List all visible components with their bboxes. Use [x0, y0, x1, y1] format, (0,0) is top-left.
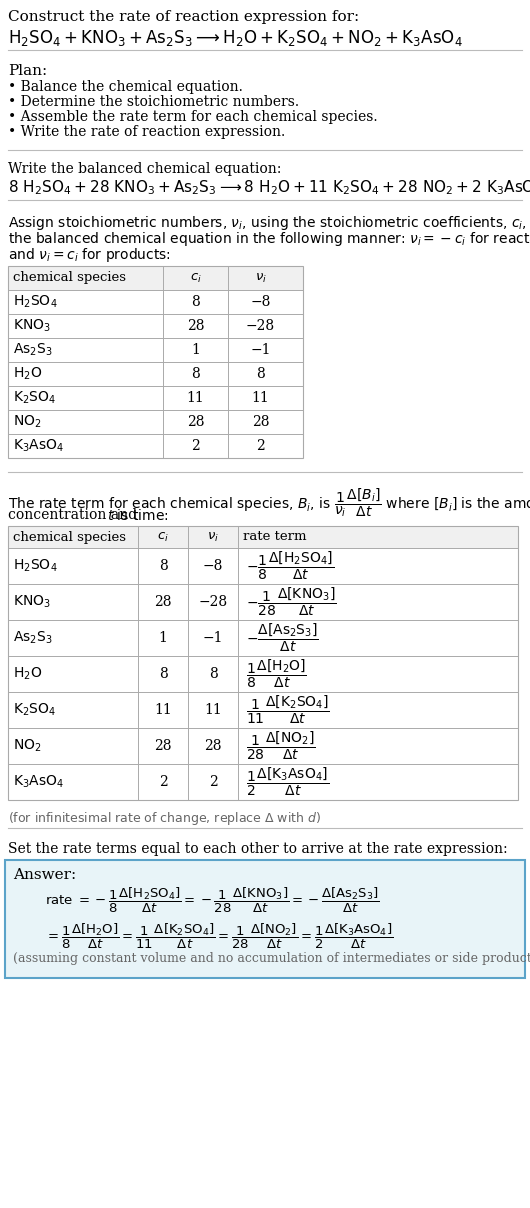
Text: • Write the rate of reaction expression.: • Write the rate of reaction expression. — [8, 124, 285, 139]
Text: −1: −1 — [203, 631, 223, 645]
Text: $c_i$: $c_i$ — [157, 530, 169, 544]
FancyBboxPatch shape — [8, 525, 518, 548]
FancyBboxPatch shape — [8, 692, 518, 728]
Text: Plan:: Plan: — [8, 64, 47, 79]
Text: $\mathregular{K_3AsO_4}$: $\mathregular{K_3AsO_4}$ — [13, 437, 64, 454]
FancyBboxPatch shape — [5, 860, 525, 978]
Text: $\mathregular{K_3AsO_4}$: $\mathregular{K_3AsO_4}$ — [13, 774, 64, 790]
Text: Write the balanced chemical equation:: Write the balanced chemical equation: — [8, 162, 281, 176]
FancyBboxPatch shape — [8, 548, 518, 583]
Text: 1: 1 — [158, 631, 167, 645]
Text: 8: 8 — [191, 295, 200, 309]
FancyBboxPatch shape — [8, 583, 518, 620]
Text: 2: 2 — [191, 439, 200, 453]
Text: 28: 28 — [154, 596, 172, 609]
Text: 8: 8 — [191, 367, 200, 381]
FancyBboxPatch shape — [8, 763, 518, 800]
Text: Answer:: Answer: — [13, 869, 76, 882]
Text: −28: −28 — [198, 596, 227, 609]
Text: The rate term for each chemical species, $B_i$, is $\dfrac{1}{\nu_i}\dfrac{\Delt: The rate term for each chemical species,… — [8, 486, 530, 518]
Text: 28: 28 — [187, 416, 204, 429]
Text: −28: −28 — [246, 319, 275, 333]
Text: chemical species: chemical species — [13, 272, 126, 285]
Text: 2: 2 — [256, 439, 265, 453]
FancyBboxPatch shape — [8, 362, 303, 387]
Text: 28: 28 — [204, 739, 222, 753]
Text: $\mathregular{NO_2}$: $\mathregular{NO_2}$ — [13, 738, 42, 754]
Text: 8: 8 — [209, 667, 217, 681]
Text: rate term: rate term — [243, 530, 306, 544]
Text: rate $= -\dfrac{1}{8}\dfrac{\Delta[\mathrm{H_2SO_4}]}{\Delta t}= -\dfrac{1}{28}\: rate $= -\dfrac{1}{8}\dfrac{\Delta[\math… — [45, 885, 380, 916]
Text: $\nu_i$: $\nu_i$ — [207, 530, 219, 544]
FancyBboxPatch shape — [8, 387, 303, 410]
Text: 11: 11 — [252, 391, 269, 405]
Text: $\mathregular{H_2SO_4 + KNO_3 + As_2S_3 \longrightarrow H_2O + K_2SO_4 + NO_2 + : $\mathregular{H_2SO_4 + KNO_3 + As_2S_3 … — [8, 28, 463, 48]
Text: 11: 11 — [204, 703, 222, 718]
Text: Set the rate terms equal to each other to arrive at the rate expression:: Set the rate terms equal to each other t… — [8, 842, 508, 856]
Text: $\mathregular{H_2O}$: $\mathregular{H_2O}$ — [13, 666, 42, 683]
Text: Assign stoichiometric numbers, $\nu_i$, using the stoichiometric coefficients, $: Assign stoichiometric numbers, $\nu_i$, … — [8, 214, 530, 232]
Text: $\dfrac{1}{8}\dfrac{\Delta[\mathrm{H_2O}]}{\Delta t}$: $\dfrac{1}{8}\dfrac{\Delta[\mathrm{H_2O}… — [246, 658, 307, 690]
Text: $-\dfrac{1}{28}\dfrac{\Delta[\mathrm{KNO_3}]}{\Delta t}$: $-\dfrac{1}{28}\dfrac{\Delta[\mathrm{KNO… — [246, 586, 337, 618]
Text: • Balance the chemical equation.: • Balance the chemical equation. — [8, 80, 243, 94]
Text: $\nu_i$: $\nu_i$ — [254, 272, 267, 285]
Text: 1: 1 — [191, 343, 200, 358]
Text: • Assemble the rate term for each chemical species.: • Assemble the rate term for each chemic… — [8, 110, 377, 124]
Text: (for infinitesimal rate of change, replace $\Delta$ with $d$): (for infinitesimal rate of change, repla… — [8, 811, 321, 827]
Text: −8: −8 — [203, 559, 223, 573]
Text: $\mathregular{NO_2}$: $\mathregular{NO_2}$ — [13, 414, 42, 430]
Text: 8: 8 — [158, 667, 167, 681]
Text: $-\dfrac{\Delta[\mathrm{As_2S_3}]}{\Delta t}$: $-\dfrac{\Delta[\mathrm{As_2S_3}]}{\Delt… — [246, 622, 319, 655]
Text: concentration and: concentration and — [8, 509, 142, 522]
Text: $t$ is time:: $t$ is time: — [107, 509, 169, 523]
Text: 28: 28 — [252, 416, 269, 429]
FancyBboxPatch shape — [8, 338, 303, 362]
FancyBboxPatch shape — [8, 266, 303, 290]
Text: 2: 2 — [209, 776, 217, 789]
Text: $\mathregular{As_2S_3}$: $\mathregular{As_2S_3}$ — [13, 342, 53, 359]
Text: $\mathregular{H_2SO_4}$: $\mathregular{H_2SO_4}$ — [13, 558, 58, 574]
FancyBboxPatch shape — [8, 620, 518, 656]
Text: and $\nu_i = c_i$ for products:: and $\nu_i = c_i$ for products: — [8, 246, 171, 265]
Text: (assuming constant volume and no accumulation of intermediates or side products): (assuming constant volume and no accumul… — [13, 952, 530, 965]
Text: $\mathregular{8\ H_2SO_4 + 28\ KNO_3 + As_2S_3 \longrightarrow 8\ H_2O + 11\ K_2: $\mathregular{8\ H_2SO_4 + 28\ KNO_3 + A… — [8, 178, 530, 197]
Text: $\dfrac{1}{2}\dfrac{\Delta[\mathrm{K_3AsO_4}]}{\Delta t}$: $\dfrac{1}{2}\dfrac{\Delta[\mathrm{K_3As… — [246, 766, 329, 798]
Text: the balanced chemical equation in the following manner: $\nu_i = -c_i$ for react: the balanced chemical equation in the fo… — [8, 230, 530, 248]
Text: $\dfrac{1}{28}\dfrac{\Delta[\mathrm{NO_2}]}{\Delta t}$: $\dfrac{1}{28}\dfrac{\Delta[\mathrm{NO_2… — [246, 730, 316, 762]
Text: chemical species: chemical species — [13, 530, 126, 544]
Text: $-\dfrac{1}{8}\dfrac{\Delta[\mathrm{H_2SO_4}]}{\Delta t}$: $-\dfrac{1}{8}\dfrac{\Delta[\mathrm{H_2S… — [246, 550, 334, 582]
Text: $\mathregular{KNO_3}$: $\mathregular{KNO_3}$ — [13, 318, 51, 335]
FancyBboxPatch shape — [8, 290, 303, 314]
Text: 8: 8 — [158, 559, 167, 573]
Text: 8: 8 — [256, 367, 265, 381]
Text: $\mathregular{H_2O}$: $\mathregular{H_2O}$ — [13, 366, 42, 382]
Text: $= \dfrac{1}{8}\dfrac{\Delta[\mathrm{H_2O}]}{\Delta t}= \dfrac{1}{11}\dfrac{\Del: $= \dfrac{1}{8}\dfrac{\Delta[\mathrm{H_2… — [45, 922, 393, 951]
FancyBboxPatch shape — [8, 314, 303, 338]
FancyBboxPatch shape — [8, 656, 518, 692]
Text: −8: −8 — [250, 295, 271, 309]
Text: $\mathregular{H_2SO_4}$: $\mathregular{H_2SO_4}$ — [13, 294, 58, 310]
Text: • Determine the stoichiometric numbers.: • Determine the stoichiometric numbers. — [8, 95, 299, 109]
Text: 11: 11 — [187, 391, 205, 405]
Text: 2: 2 — [158, 776, 167, 789]
FancyBboxPatch shape — [8, 410, 303, 434]
Text: $\dfrac{1}{11}\dfrac{\Delta[\mathrm{K_2SO_4}]}{\Delta t}$: $\dfrac{1}{11}\dfrac{\Delta[\mathrm{K_2S… — [246, 693, 330, 726]
Text: $\mathregular{K_2SO_4}$: $\mathregular{K_2SO_4}$ — [13, 702, 56, 719]
Text: 11: 11 — [154, 703, 172, 718]
FancyBboxPatch shape — [8, 434, 303, 458]
Text: $c_i$: $c_i$ — [190, 272, 201, 285]
Text: 28: 28 — [154, 739, 172, 753]
Text: $\mathregular{As_2S_3}$: $\mathregular{As_2S_3}$ — [13, 629, 53, 646]
Text: Construct the rate of reaction expression for:: Construct the rate of reaction expressio… — [8, 10, 359, 24]
Text: $\mathregular{KNO_3}$: $\mathregular{KNO_3}$ — [13, 594, 51, 610]
Text: −1: −1 — [250, 343, 271, 358]
Text: $\mathregular{K_2SO_4}$: $\mathregular{K_2SO_4}$ — [13, 390, 56, 406]
FancyBboxPatch shape — [8, 728, 518, 763]
Text: 28: 28 — [187, 319, 204, 333]
